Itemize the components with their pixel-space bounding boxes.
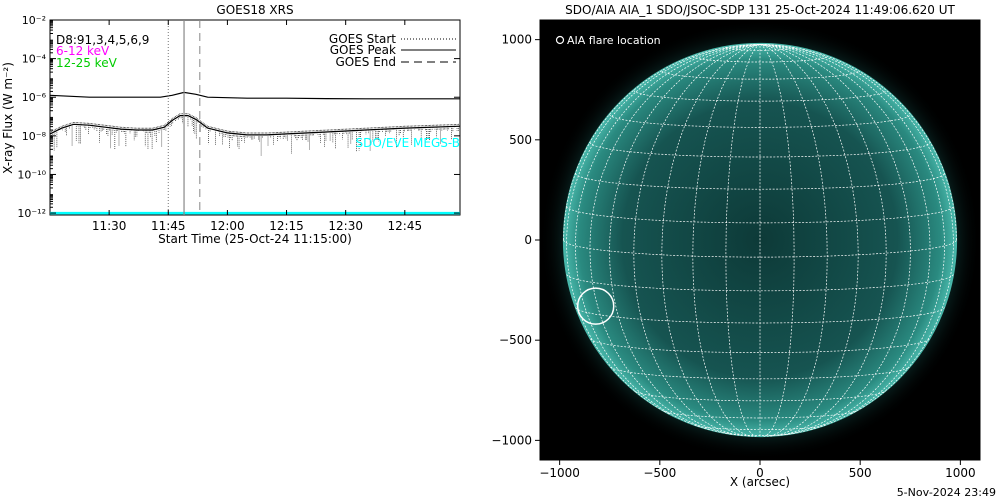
longitude-line <box>759 44 954 415</box>
latitude-line <box>633 90 887 102</box>
legend-goes-peak-label: GOES Peak <box>330 43 396 57</box>
latitude-line <box>692 56 828 63</box>
goes-x-tick-label: 12:15 <box>269 219 304 233</box>
goes-y-tick-label: 10⁻⁸ <box>22 130 47 143</box>
legend-goes-start-label: GOES Start <box>329 32 396 46</box>
aia-x-tick-label: 1000 <box>945 466 976 480</box>
longitude-line <box>759 44 945 430</box>
longitude-line <box>725 44 761 437</box>
longitude-line <box>563 44 761 241</box>
legend-flare-label: AIA flare location <box>567 34 661 47</box>
goes-x-tick-label: 12:00 <box>210 219 245 233</box>
longitude-line <box>759 44 859 437</box>
legend-goes-end-label: GOES End <box>335 55 396 69</box>
longitude-line <box>759 44 795 437</box>
latitude-line <box>589 142 931 158</box>
goes-y-tick-label: 10⁻⁴ <box>22 53 47 66</box>
aia-y-tick-label: −1000 <box>491 433 532 447</box>
longitude-line <box>633 44 761 436</box>
longitude-line <box>575 44 761 430</box>
goes-event-lines <box>167 20 201 215</box>
longitude-line <box>566 44 761 415</box>
aia-y-tick-label: 1000 <box>501 33 532 47</box>
goes-y-tick-label: 10⁻¹² <box>17 207 46 220</box>
aia-x-axis: −1000 −500 0 500 1000 <box>539 460 976 480</box>
eve-megs-b-annotation: SDO/EVE MEGS-B <box>355 136 460 150</box>
heliographic-grid <box>563 44 957 437</box>
channel-label-6-12: 6-12 keV <box>56 44 110 58</box>
longitude-line <box>609 44 761 436</box>
flare-location-marker <box>576 287 615 325</box>
goes-plot-title: GOES18 XRS <box>216 3 293 17</box>
goes-x-tick-label: 11:30 <box>92 219 127 233</box>
goes-x-tick-label: 12:45 <box>388 219 423 233</box>
channel-label-12-25: 12-25 keV <box>56 56 118 70</box>
goes-x-tick-label: 11:45 <box>151 219 186 233</box>
aia-y-tick-label: 500 <box>509 133 532 147</box>
goes-y-axis: 10⁻¹² 10⁻¹⁰ 10⁻⁸ 10⁻⁶ 10⁻⁴ 10⁻² <box>17 14 460 220</box>
aia-x-axis-label: X (arcsec) <box>730 475 790 489</box>
longitude-line <box>759 44 828 437</box>
latitude-line <box>663 410 857 419</box>
aia-y-axis: −1000 −500 0 500 1000 <box>491 33 540 447</box>
latitude-line <box>566 274 954 292</box>
aia-x-tick-label: −1000 <box>539 466 580 480</box>
goes-x-axis: 11:30 11:45 12:00 12:15 12:30 12:45 <box>92 20 422 233</box>
goes-y-tick-label: 10⁻² <box>22 14 46 27</box>
aia-x-tick-label: 500 <box>849 466 872 480</box>
aia-x-tick-label: 0 <box>756 466 764 480</box>
goes-x-axis-label: Start Time (25-Oct-24 11:15:00) <box>158 232 352 246</box>
goes-x-tick-label: 12:30 <box>328 219 363 233</box>
goes-y-axis-label: X-ray Flux (W m⁻²) <box>1 62 15 174</box>
longitude-line <box>759 44 911 436</box>
aia-plot-title: SDO/AIA AIA_1 SDO/JSOC-SDP 131 25-Oct-20… <box>565 3 955 17</box>
aia-y-tick-label: 0 <box>524 233 532 247</box>
longitude-line <box>759 44 931 435</box>
goes-series-line <box>49 91 460 100</box>
longitude-line <box>759 44 957 241</box>
longitude-line <box>661 44 761 437</box>
longitude-line <box>759 44 887 436</box>
aia-x-tick-label: −500 <box>643 466 676 480</box>
aia-y-tick-label: −500 <box>499 333 532 347</box>
goes-y-tick-label: 10⁻⁶ <box>22 91 47 104</box>
legend-flare-marker <box>555 35 565 45</box>
goes-y-tick-label: 10⁻¹⁰ <box>17 168 46 181</box>
channel-label-detectors: D8:91,3,4,5,6,9 <box>56 33 149 47</box>
latitude-line <box>575 173 945 190</box>
longitude-line <box>589 44 761 435</box>
longitude-line <box>692 44 761 437</box>
footer-timestamp: 5-Nov-2024 23:49 <box>897 486 996 499</box>
